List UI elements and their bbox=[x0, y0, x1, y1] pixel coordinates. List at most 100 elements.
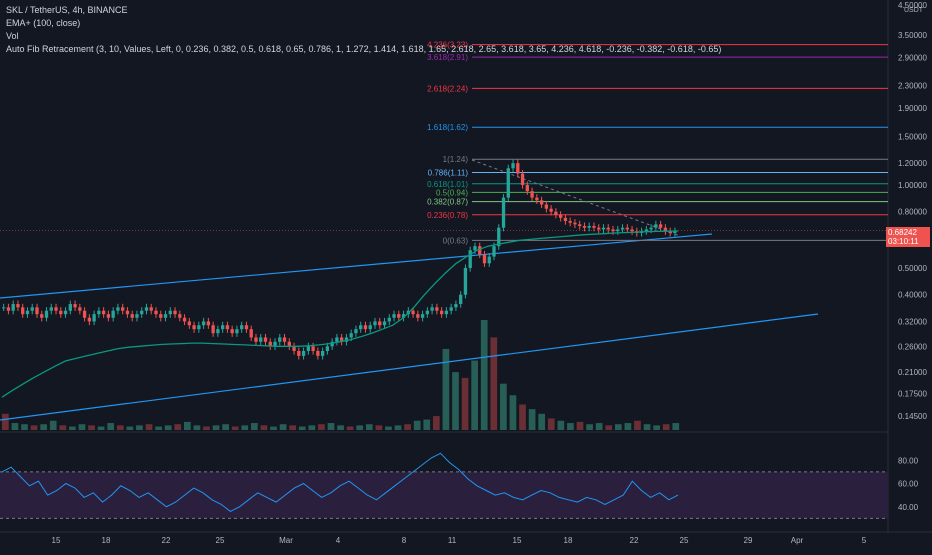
candle-body bbox=[44, 310, 49, 318]
candle-body bbox=[568, 221, 572, 223]
volume-bar bbox=[519, 404, 526, 430]
candle-body bbox=[297, 351, 301, 356]
candle-body bbox=[435, 307, 439, 311]
candle-body bbox=[316, 351, 320, 356]
candle-body bbox=[478, 246, 482, 255]
candle-body bbox=[401, 314, 406, 318]
candle-body bbox=[416, 314, 420, 318]
candle-body bbox=[244, 325, 249, 330]
candle-body bbox=[201, 321, 206, 326]
candle-body bbox=[411, 310, 415, 315]
candle-body bbox=[354, 329, 358, 334]
candle-body bbox=[649, 227, 653, 230]
candle-body bbox=[16, 304, 20, 308]
volume-bar bbox=[231, 426, 239, 430]
candle-body bbox=[273, 341, 277, 347]
price-tick-label: 4.50000 bbox=[898, 1, 927, 10]
candle-body bbox=[282, 337, 287, 342]
candle-body bbox=[492, 246, 496, 257]
candle-body bbox=[516, 163, 520, 174]
time-tick-label: 22 bbox=[630, 536, 639, 545]
volume-indicator-label[interactable]: Vol bbox=[6, 31, 19, 41]
rsi-band bbox=[0, 471, 888, 519]
currency-label: USDT bbox=[904, 7, 924, 14]
volume-bar bbox=[30, 425, 38, 430]
volume-bar bbox=[356, 425, 364, 430]
fib-indicator-label[interactable]: Auto Fib Retracement (3, 10, Values, Lef… bbox=[6, 44, 722, 54]
candle-body bbox=[601, 227, 606, 230]
price-tick-label: 1.90000 bbox=[898, 104, 927, 113]
candle-body bbox=[611, 229, 615, 232]
candle-body bbox=[111, 310, 115, 318]
volume-bar bbox=[251, 423, 258, 430]
candle-body bbox=[563, 217, 568, 222]
volume-bar bbox=[203, 426, 210, 430]
volume-bar bbox=[40, 424, 48, 430]
volume-bar bbox=[183, 421, 191, 430]
candle-body bbox=[654, 224, 658, 228]
volume-bar bbox=[404, 424, 411, 430]
volume-bar bbox=[538, 413, 546, 430]
volume-bar bbox=[145, 424, 153, 430]
candle-body bbox=[121, 307, 125, 311]
candle-body bbox=[11, 304, 15, 311]
volume-bar bbox=[136, 425, 143, 430]
volume-bar bbox=[394, 425, 402, 430]
candle-body bbox=[230, 329, 234, 334]
symbol-line[interactable]: SKL / TetherUS, 4h, BINANCE bbox=[6, 5, 128, 15]
volume-bar bbox=[490, 337, 498, 430]
candle-body bbox=[225, 325, 230, 330]
volume-bar bbox=[624, 423, 632, 430]
candle-body bbox=[216, 329, 220, 334]
candle-body bbox=[87, 317, 92, 322]
candle-body bbox=[340, 337, 344, 342]
candle-body bbox=[140, 310, 144, 315]
volume-bar bbox=[547, 418, 555, 430]
time-tick-label: 25 bbox=[680, 536, 689, 545]
volume-bar bbox=[500, 383, 507, 430]
price-tick-label: 3.50000 bbox=[898, 31, 927, 40]
candle-body bbox=[259, 337, 263, 342]
candle-body bbox=[430, 307, 434, 311]
time-tick-label: 4 bbox=[336, 536, 341, 545]
price-tick-label: 1.50000 bbox=[898, 132, 927, 141]
candle-body bbox=[630, 229, 634, 232]
time-tick-label: 15 bbox=[52, 536, 61, 545]
candle-body bbox=[658, 224, 663, 228]
candle-body bbox=[539, 200, 544, 205]
volume-bar bbox=[212, 425, 220, 430]
volume-bar bbox=[471, 360, 478, 430]
price-tick-label: 0.32000 bbox=[898, 317, 927, 326]
rsi-tick-label: 80.00 bbox=[898, 456, 919, 465]
candle-body bbox=[106, 314, 111, 318]
volume-bar bbox=[270, 426, 277, 430]
candle-body bbox=[78, 307, 82, 311]
candle-body bbox=[363, 325, 368, 330]
candle-body bbox=[54, 307, 58, 311]
candle-body bbox=[6, 307, 11, 311]
candle-body bbox=[40, 314, 44, 318]
fib-level-label: 1(1.24) bbox=[443, 155, 469, 164]
candle-body bbox=[97, 310, 101, 315]
candle-body bbox=[306, 346, 311, 351]
candle-body bbox=[192, 325, 196, 330]
price-tick-label: 1.00000 bbox=[898, 181, 927, 190]
candle-body bbox=[439, 310, 444, 315]
volume-bar bbox=[289, 425, 297, 430]
volume-bar bbox=[557, 420, 565, 430]
time-tick-label: 18 bbox=[564, 536, 573, 545]
volume-bar bbox=[2, 413, 9, 430]
volume-bar bbox=[337, 425, 344, 430]
ema-indicator-label[interactable]: EMA+ (100, close) bbox=[6, 18, 81, 28]
time-tick-label: 29 bbox=[744, 536, 753, 545]
fib-level-label: 0.5(0.94) bbox=[436, 188, 468, 197]
volume-bar bbox=[59, 425, 67, 430]
volume-bar bbox=[126, 426, 134, 430]
candle-body bbox=[387, 317, 391, 322]
volume-bar bbox=[432, 416, 440, 430]
volume-bar bbox=[365, 424, 373, 430]
price-tick-label: 2.90000 bbox=[898, 54, 927, 63]
volume-bar bbox=[413, 420, 421, 430]
